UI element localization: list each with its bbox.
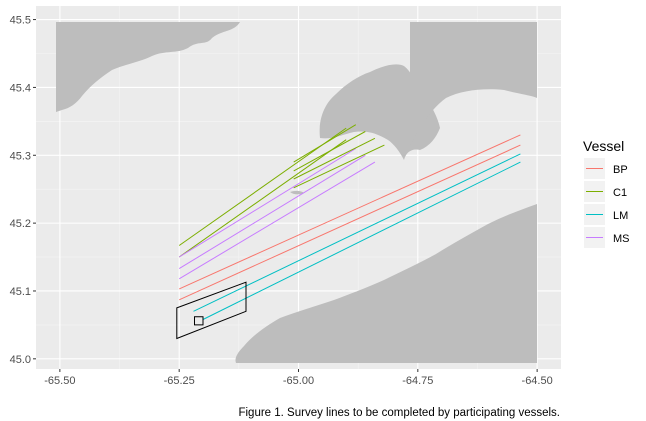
x-tick-label: -65.00 xyxy=(283,375,314,387)
survey-lines xyxy=(178,124,521,320)
y-tick-label: 45.5 xyxy=(10,15,31,27)
survey-line-lm xyxy=(202,161,521,320)
y-tick-label: 45.3 xyxy=(10,150,31,162)
y-tick-label: 45.1 xyxy=(10,286,31,298)
land-south-shore xyxy=(235,204,537,363)
survey-line-c1 xyxy=(293,124,357,163)
survey-area-box xyxy=(176,281,247,340)
y-tick-label: 45.2 xyxy=(10,218,31,230)
legend-title: Vessel xyxy=(583,138,624,154)
survey-line-ms xyxy=(178,161,376,280)
y-tick-label: 45.4 xyxy=(10,82,31,94)
land-northeast-shore xyxy=(410,22,537,146)
survey-area-boxes xyxy=(176,281,247,340)
x-tick-label: -65.50 xyxy=(44,375,75,387)
survey-line-c1 xyxy=(293,131,366,172)
legend-entries: BP C1 LM MS xyxy=(584,158,630,248)
x-tick-label: -65.25 xyxy=(164,375,195,387)
survey-line-bp xyxy=(178,144,521,301)
survey-line-c1 xyxy=(293,144,385,189)
legend-label-ms: MS xyxy=(613,233,630,245)
land-cape xyxy=(319,64,440,160)
survey-line-ms xyxy=(178,148,357,258)
survey-line-lm xyxy=(193,153,521,312)
x-tick-label: -64.75 xyxy=(402,375,433,387)
survey-line-c1 xyxy=(293,137,376,180)
axes: -65.50 -65.25 -65.00 -64.75 -64.50 45.045.14… xyxy=(10,15,553,387)
survey-area-small-box xyxy=(194,316,204,326)
legend: Vessel BP C1 LM MS xyxy=(583,138,630,248)
legend-label-c1: C1 xyxy=(613,187,627,199)
legend-label-lm: LM xyxy=(613,210,628,222)
survey-line-c1 xyxy=(178,139,347,258)
x-axis-ticks: -65.50 -65.25 -65.00 -64.75 -64.50 xyxy=(44,369,553,387)
survey-line-bp xyxy=(178,134,521,290)
land-masses xyxy=(56,22,537,363)
survey-line-ms xyxy=(178,154,366,270)
legend-label-bp: BP xyxy=(613,164,628,176)
land-small-islet xyxy=(290,190,304,195)
land-north-shore xyxy=(56,22,240,112)
y-tick-label: 45.0 xyxy=(10,354,31,366)
y-axis-ticks: 45.0 45.1 45.2 45.3 45.4 45.5 xyxy=(10,15,36,366)
figure-caption: Figure 1. Survey lines to be completed b… xyxy=(238,407,560,419)
x-tick-label: -64.50 xyxy=(522,375,553,387)
map-panel xyxy=(36,6,561,369)
